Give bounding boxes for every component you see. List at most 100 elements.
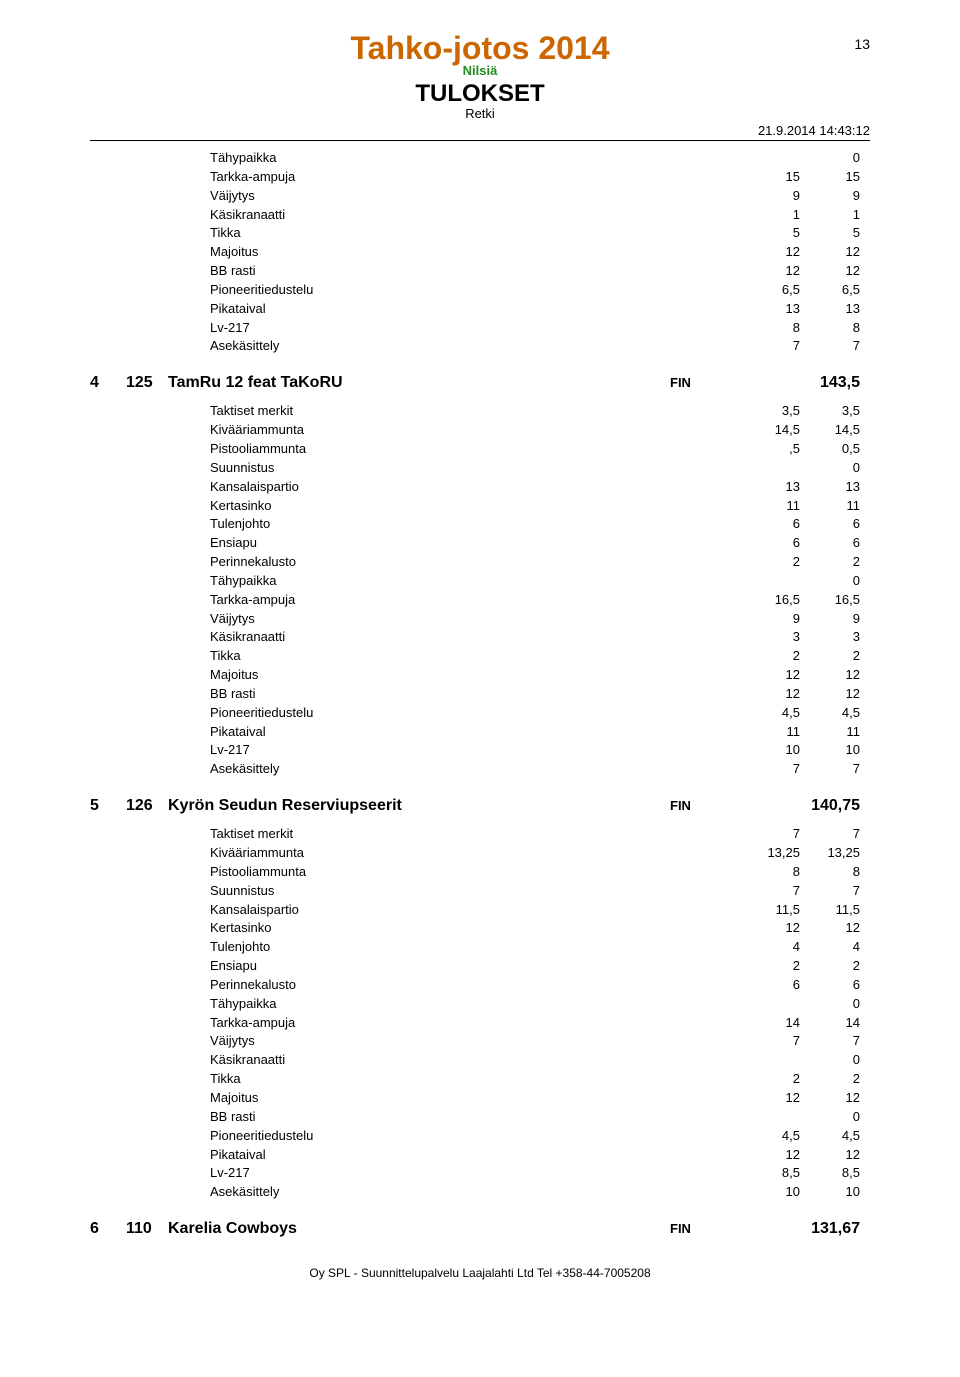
event-score-final: 4 (800, 938, 870, 957)
event-label: Lv-217 (210, 319, 730, 338)
team-name: Karelia Cowboys (168, 1220, 670, 1238)
event-label: Tähypaikka (210, 149, 730, 168)
event-row: Lv-2178,58,5 (210, 1164, 870, 1183)
event-score-final: 14 (800, 1014, 870, 1033)
team-name: TamRu 12 feat TaKoRU (168, 374, 670, 392)
team-total-score: 131,67 (770, 1220, 870, 1238)
event-score-final: 0 (800, 995, 870, 1014)
event-row: Kivääriammunta13,2513,25 (210, 844, 870, 863)
event-score-raw (730, 1108, 800, 1127)
event-row: Pikataival1212 (210, 1146, 870, 1165)
event-score-raw: 7 (730, 1032, 800, 1051)
event-score-raw: 2 (730, 553, 800, 572)
event-label: Käsikranaatti (210, 628, 730, 647)
event-score-raw: 6 (730, 976, 800, 995)
event-score-raw: 7 (730, 337, 800, 356)
team-rank: 6 (90, 1220, 126, 1238)
event-label: Kivääriammunta (210, 844, 730, 863)
event-label: Perinnekalusto (210, 976, 730, 995)
event-row: Kansalaispartio1313 (210, 478, 870, 497)
event-score-final: 6,5 (800, 281, 870, 300)
page-number: 13 (854, 36, 870, 52)
event-row: Käsikranaatti33 (210, 628, 870, 647)
event-score-raw (730, 572, 800, 591)
team-header: 4125TamRu 12 feat TaKoRUFIN143,5 (90, 374, 870, 392)
event-label: Asekäsittely (210, 1183, 730, 1202)
event-score-raw (730, 459, 800, 478)
event-score-raw: 9 (730, 187, 800, 206)
event-score-raw: ,5 (730, 440, 800, 459)
event-label: Taktiset merkit (210, 825, 730, 844)
event-label: Tikka (210, 647, 730, 666)
event-score-final: 2 (800, 647, 870, 666)
team-rank: 4 (90, 374, 126, 392)
event-score-raw: 11 (730, 497, 800, 516)
event-score-final: 4,5 (800, 1127, 870, 1146)
event-score-final: 5 (800, 224, 870, 243)
results-category: Retki (90, 106, 870, 121)
event-score-final: 11 (800, 497, 870, 516)
event-score-raw: 12 (730, 666, 800, 685)
event-row: Tähypaikka0 (210, 572, 870, 591)
event-score-final: 0 (800, 1108, 870, 1127)
event-score-final: 12 (800, 1146, 870, 1165)
event-rows: Taktiset merkit3,53,5Kivääriammunta14,51… (210, 402, 870, 779)
event-score-raw: 4 (730, 938, 800, 957)
event-label: Tikka (210, 224, 730, 243)
event-title: Tahko-jotos 2014 (90, 30, 870, 67)
event-score-raw: 11 (730, 723, 800, 742)
results-content: Tähypaikka0Tarkka-ampuja1515Väijytys99Kä… (90, 149, 870, 1238)
team-header: 6110Karelia CowboysFIN131,67 (90, 1220, 870, 1238)
event-score-raw: 7 (730, 760, 800, 779)
event-score-raw: 8 (730, 863, 800, 882)
event-score-final: 3 (800, 628, 870, 647)
event-row: Tikka55 (210, 224, 870, 243)
event-row: Taktiset merkit77 (210, 825, 870, 844)
event-row: Lv-2171010 (210, 741, 870, 760)
event-score-raw: 2 (730, 1070, 800, 1089)
event-score-raw: 16,5 (730, 591, 800, 610)
event-score-final: 8 (800, 319, 870, 338)
event-row: Perinnekalusto22 (210, 553, 870, 572)
event-score-raw: 13,25 (730, 844, 800, 863)
event-label: Pioneeritiedustelu (210, 281, 730, 300)
event-score-final: 11,5 (800, 901, 870, 920)
event-label: Ensiapu (210, 957, 730, 976)
team-header: 5126Kyrön Seudun ReserviupseeritFIN140,7… (90, 797, 870, 815)
event-score-raw: 7 (730, 825, 800, 844)
event-row: Tulenjohto66 (210, 515, 870, 534)
event-score-raw: 10 (730, 741, 800, 760)
event-label: Pioneeritiedustelu (210, 704, 730, 723)
team-number: 126 (126, 797, 168, 815)
event-score-final: 7 (800, 337, 870, 356)
event-score-raw (730, 149, 800, 168)
event-score-final: 6 (800, 515, 870, 534)
event-row: Lv-21788 (210, 319, 870, 338)
event-label: Suunnistus (210, 459, 730, 478)
event-label: Tähypaikka (210, 995, 730, 1014)
header-divider (90, 140, 870, 141)
event-rows: Taktiset merkit77Kivääriammunta13,2513,2… (210, 825, 870, 1202)
team-country: FIN (670, 798, 770, 813)
event-row: Pistooliammunta,50,5 (210, 440, 870, 459)
event-label: Tulenjohto (210, 938, 730, 957)
event-label: Väijytys (210, 187, 730, 206)
event-label: Taktiset merkit (210, 402, 730, 421)
event-score-raw (730, 1051, 800, 1070)
event-label: Kansalaispartio (210, 901, 730, 920)
event-score-raw: 13 (730, 478, 800, 497)
event-score-raw: 6,5 (730, 281, 800, 300)
event-score-final: 12 (800, 666, 870, 685)
event-score-final: 15 (800, 168, 870, 187)
event-row: Väijytys77 (210, 1032, 870, 1051)
team-number: 125 (126, 374, 168, 392)
event-row: Kivääriammunta14,514,5 (210, 421, 870, 440)
event-row: Pikataival1111 (210, 723, 870, 742)
event-label: Majoitus (210, 1089, 730, 1108)
event-label: Tarkka-ampuja (210, 1014, 730, 1033)
event-score-raw: 3,5 (730, 402, 800, 421)
event-score-final: 3,5 (800, 402, 870, 421)
event-row: Kansalaispartio11,511,5 (210, 901, 870, 920)
event-score-raw: 2 (730, 957, 800, 976)
team-total-score: 140,75 (770, 797, 870, 815)
